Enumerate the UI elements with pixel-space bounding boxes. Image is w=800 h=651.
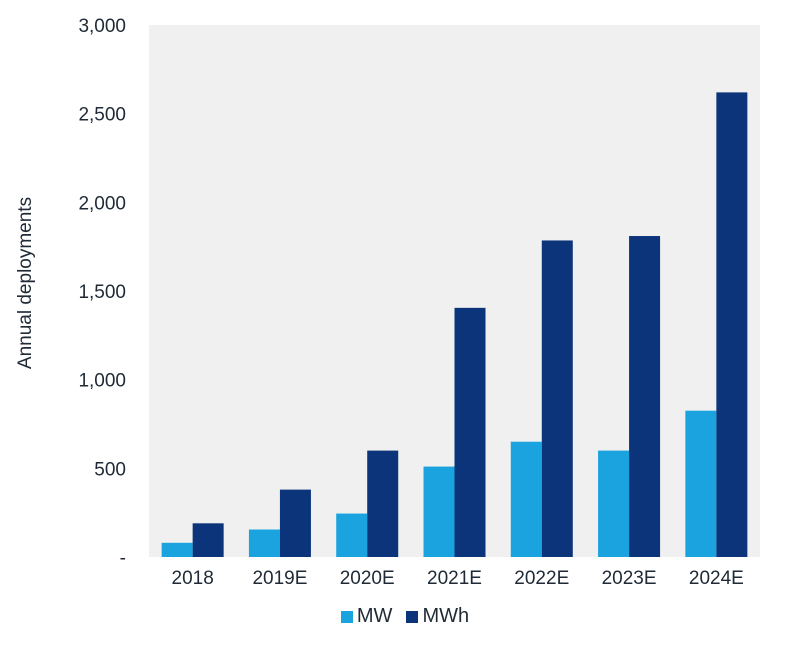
y-tick-label: 2,000 (78, 193, 126, 214)
bar-mw-2019e (248, 529, 280, 557)
y-tick-label: 2,500 (78, 105, 126, 126)
bar-mw-2022e (510, 441, 542, 557)
bar-mwh-2022e (541, 240, 573, 557)
bar-mw-2021e (423, 466, 455, 557)
y-tick-label: 1,000 (78, 371, 126, 392)
x-tick-label: 2022E (514, 568, 569, 589)
legend: MW MWh (0, 605, 800, 628)
legend-item-mwh: MWh (406, 605, 469, 628)
bar-mw-2023e (598, 450, 630, 557)
bar-mwh-2020e (367, 450, 399, 557)
x-tick-label: 2021E (427, 568, 482, 589)
bar-mwh-2023e (629, 236, 661, 557)
y-tick-label: 3,000 (78, 16, 126, 37)
bar-mwh-2019e (279, 489, 311, 557)
bar-mw-2018 (161, 542, 193, 557)
x-tick-label: 2019E (252, 568, 307, 589)
x-tick-label: 2020E (340, 568, 395, 589)
x-tick-label: 2023E (602, 568, 657, 589)
bar-mwh-2024e (716, 92, 748, 558)
legend-swatch-mw (340, 610, 353, 623)
bar-mwh-2018 (192, 523, 224, 557)
legend-label-mw: MW (356, 605, 393, 627)
x-tick-label: 2018 (172, 568, 214, 589)
legend-label-mwh: MWh (422, 605, 470, 627)
legend-swatch-mwh (406, 610, 419, 623)
y-tick-label: - (120, 548, 126, 569)
y-tick-label: 1,500 (78, 282, 126, 303)
bar-mwh-2021e (454, 307, 486, 557)
bar-mw-2024e (685, 410, 717, 557)
y-tick-label: 500 (94, 459, 126, 480)
y-axis-label: Annual deployments (15, 197, 36, 369)
legend-item-mw: MW (340, 605, 393, 628)
x-tick-label: 2024E (689, 568, 744, 589)
bar-mw-2020e (336, 513, 368, 557)
